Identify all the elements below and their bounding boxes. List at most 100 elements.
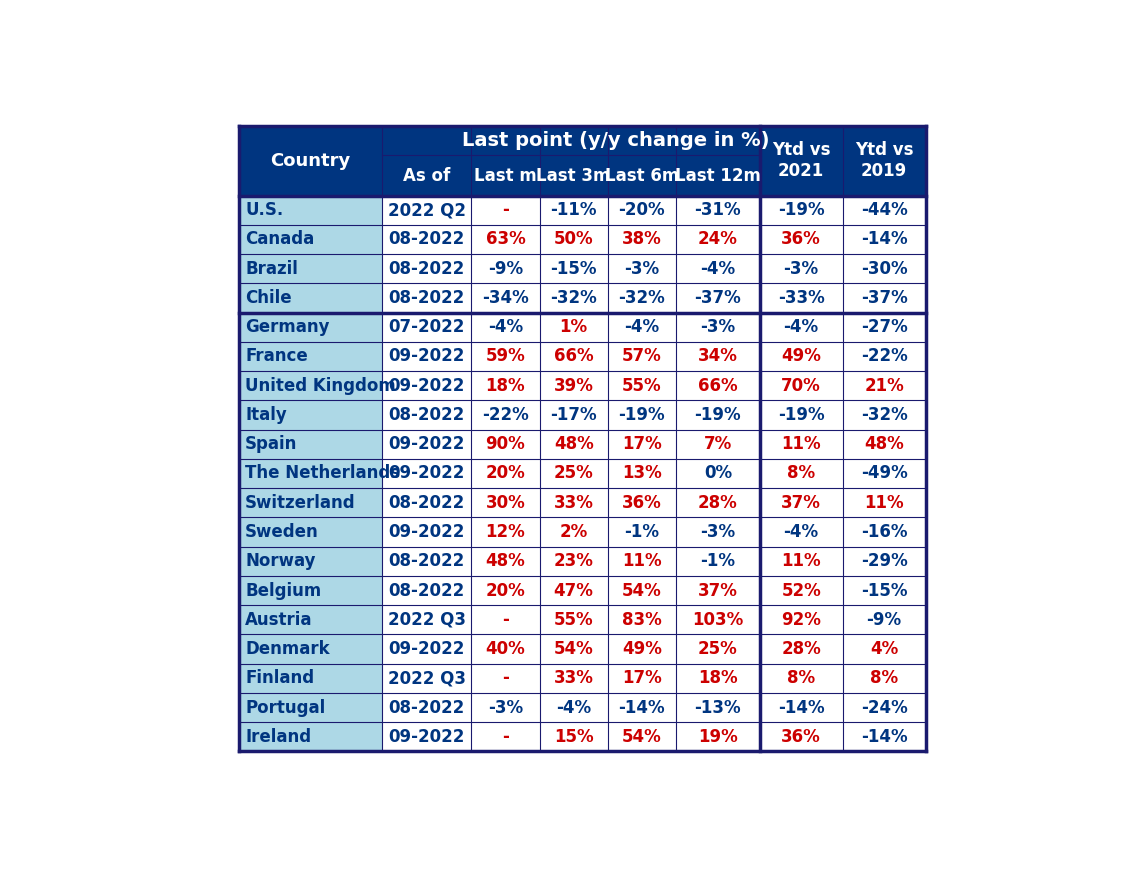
Text: 54%: 54% [623,728,662,746]
Bar [471,371,540,401]
Text: 09-2022: 09-2022 [389,377,465,395]
Bar [239,488,382,517]
Bar [540,576,608,605]
Bar [843,342,926,371]
Text: -: - [502,611,509,629]
Bar [676,429,760,459]
Bar [239,283,382,313]
Text: -24%: -24% [861,699,908,717]
Bar [239,254,382,283]
Bar [540,429,608,459]
Text: 34%: 34% [698,348,737,366]
Bar [608,313,676,342]
Bar [608,722,676,752]
Text: 13%: 13% [623,465,662,482]
Text: Italy: Italy [245,406,286,424]
Text: Austria: Austria [245,611,312,629]
Bar [843,605,926,634]
Bar [382,254,471,283]
Text: Spain: Spain [245,435,298,454]
Text: -30%: -30% [861,260,908,278]
Text: -22%: -22% [482,406,529,424]
Bar [676,225,760,254]
Text: 92%: 92% [782,611,821,629]
Text: 70%: 70% [782,377,821,395]
Text: 20%: 20% [485,581,525,600]
Text: 12%: 12% [485,523,525,541]
Bar [382,547,471,576]
Text: 2022 Q3: 2022 Q3 [387,669,466,687]
Bar [471,401,540,429]
Bar [382,488,471,517]
Text: -37%: -37% [861,289,908,307]
Bar [676,517,760,547]
Bar [239,722,382,752]
Text: -13%: -13% [694,699,741,717]
Text: 7%: 7% [703,435,732,454]
Text: 54%: 54% [623,581,662,600]
Text: 11%: 11% [782,553,821,570]
Bar [382,634,471,664]
Text: Last 3m: Last 3m [536,167,611,184]
Text: 55%: 55% [554,611,593,629]
Bar [471,576,540,605]
Text: Denmark: Denmark [245,640,329,658]
Bar [239,459,382,488]
Text: -27%: -27% [861,318,908,336]
Bar [676,313,760,342]
Text: 8%: 8% [787,669,816,687]
Bar [540,693,608,722]
Bar [608,401,676,429]
Text: 66%: 66% [698,377,737,395]
Bar [471,225,540,254]
Text: 49%: 49% [782,348,821,366]
Bar [471,313,540,342]
Text: 48%: 48% [864,435,904,454]
Text: As of: As of [403,167,451,184]
Bar [843,693,926,722]
Bar [540,488,608,517]
Bar [843,459,926,488]
Bar [239,196,382,225]
Text: 08-2022: 08-2022 [389,581,465,600]
Bar [760,254,843,283]
Text: Country: Country [270,152,351,169]
Bar [540,283,608,313]
Bar [239,371,382,401]
Bar [471,722,540,752]
Bar [239,664,382,693]
Bar [676,401,760,429]
Text: -14%: -14% [778,699,825,717]
Bar [382,517,471,547]
Text: 48%: 48% [554,435,593,454]
Text: -3%: -3% [700,318,735,336]
Text: 07-2022: 07-2022 [389,318,465,336]
Text: -16%: -16% [861,523,908,541]
Bar [471,634,540,664]
Bar [382,605,471,634]
Bar [382,225,471,254]
Bar [760,401,843,429]
Text: Brazil: Brazil [245,260,298,278]
Text: 39%: 39% [553,377,594,395]
Bar [608,547,676,576]
Bar [382,693,471,722]
Text: 83%: 83% [623,611,662,629]
Bar [239,401,382,429]
Bar [676,664,760,693]
Text: Last point (y/y change in %): Last point (y/y change in %) [461,131,769,150]
Bar [471,605,540,634]
Bar [760,313,843,342]
Bar [676,722,760,752]
Text: Ytd vs
2021: Ytd vs 2021 [771,142,830,180]
Text: Ireland: Ireland [245,728,311,746]
Bar [239,517,382,547]
Bar [540,371,608,401]
Text: 30%: 30% [485,494,525,512]
Text: 08-2022: 08-2022 [389,553,465,570]
Text: 52%: 52% [782,581,821,600]
Bar [608,254,676,283]
Text: -4%: -4% [625,318,659,336]
Bar [760,722,843,752]
Bar [382,459,471,488]
